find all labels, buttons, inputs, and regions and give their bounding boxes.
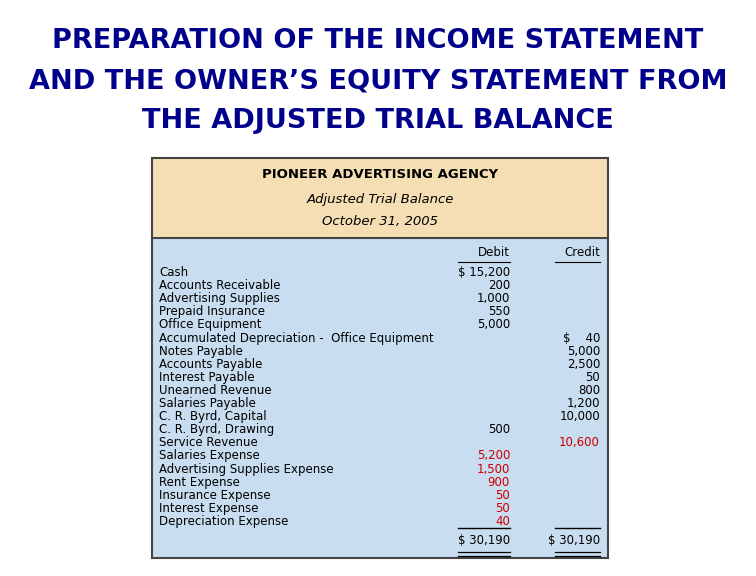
Text: Salaries Payable: Salaries Payable xyxy=(159,397,256,410)
Text: 10,000: 10,000 xyxy=(559,410,600,423)
Text: Cash: Cash xyxy=(159,266,188,279)
Text: $ 30,190: $ 30,190 xyxy=(458,533,510,547)
Text: 800: 800 xyxy=(578,384,600,397)
Bar xyxy=(152,158,608,238)
Text: 200: 200 xyxy=(488,279,510,292)
Text: 40: 40 xyxy=(495,515,510,528)
Text: Accumulated Depreciation -  Office Equipment: Accumulated Depreciation - Office Equipm… xyxy=(159,332,434,344)
Text: Unearned Revenue: Unearned Revenue xyxy=(159,384,271,397)
Text: Advertising Supplies Expense: Advertising Supplies Expense xyxy=(159,463,333,476)
Text: Salaries Expense: Salaries Expense xyxy=(159,449,260,463)
Text: 50: 50 xyxy=(585,371,600,384)
Text: 550: 550 xyxy=(488,305,510,319)
Text: Accounts Receivable: Accounts Receivable xyxy=(159,279,280,292)
Text: Adjusted Trial Balance: Adjusted Trial Balance xyxy=(306,193,454,206)
Bar xyxy=(152,158,608,558)
Text: Debit: Debit xyxy=(478,246,510,259)
Text: Accounts Payable: Accounts Payable xyxy=(159,358,262,371)
Text: PIONEER ADVERTISING AGENCY: PIONEER ADVERTISING AGENCY xyxy=(262,168,498,181)
Text: 5,000: 5,000 xyxy=(567,344,600,358)
Text: 50: 50 xyxy=(495,489,510,502)
Text: $    40: $ 40 xyxy=(562,332,600,344)
Text: 50: 50 xyxy=(495,502,510,515)
Text: Prepaid Insurance: Prepaid Insurance xyxy=(159,305,265,319)
Text: October 31, 2005: October 31, 2005 xyxy=(322,215,438,228)
Text: Office Equipment: Office Equipment xyxy=(159,319,262,331)
Text: $ 15,200: $ 15,200 xyxy=(458,266,510,279)
Text: 5,200: 5,200 xyxy=(476,449,510,463)
Bar xyxy=(152,238,608,558)
Text: Rent Expense: Rent Expense xyxy=(159,476,240,488)
Text: 5,000: 5,000 xyxy=(477,319,510,331)
Text: THE ADJUSTED TRIAL BALANCE: THE ADJUSTED TRIAL BALANCE xyxy=(142,108,614,134)
Text: Service Revenue: Service Revenue xyxy=(159,437,258,449)
Text: C. R. Byrd, Drawing: C. R. Byrd, Drawing xyxy=(159,423,274,436)
Text: Depreciation Expense: Depreciation Expense xyxy=(159,515,288,528)
Text: AND THE OWNER’S EQUITY STATEMENT FROM: AND THE OWNER’S EQUITY STATEMENT FROM xyxy=(29,68,727,94)
Text: C. R. Byrd, Capital: C. R. Byrd, Capital xyxy=(159,410,267,423)
Text: Interest Payable: Interest Payable xyxy=(159,371,255,384)
Text: Notes Payable: Notes Payable xyxy=(159,344,243,358)
Text: 2,500: 2,500 xyxy=(567,358,600,371)
Text: PREPARATION OF THE INCOME STATEMENT: PREPARATION OF THE INCOME STATEMENT xyxy=(52,28,704,54)
Text: Advertising Supplies: Advertising Supplies xyxy=(159,292,280,305)
Text: 10,600: 10,600 xyxy=(559,437,600,449)
Text: Interest Expense: Interest Expense xyxy=(159,502,259,515)
Text: 1,200: 1,200 xyxy=(566,397,600,410)
Text: Credit: Credit xyxy=(564,246,600,259)
Text: 500: 500 xyxy=(488,423,510,436)
Text: $ 30,190: $ 30,190 xyxy=(548,533,600,547)
Text: 900: 900 xyxy=(488,476,510,488)
Text: Insurance Expense: Insurance Expense xyxy=(159,489,271,502)
Text: 1,500: 1,500 xyxy=(476,463,510,476)
Text: 1,000: 1,000 xyxy=(476,292,510,305)
